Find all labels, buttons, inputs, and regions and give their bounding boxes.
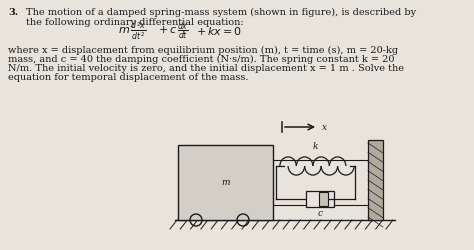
Text: k: k: [313, 142, 318, 152]
Bar: [178, 145, 273, 220]
Text: x: x: [322, 122, 327, 132]
Text: equation for temporal displacement of the mass.: equation for temporal displacement of th…: [8, 73, 248, 82]
Text: the following ordinary differential equation:: the following ordinary differential equa…: [26, 18, 244, 27]
Text: N/m. The initial velocity is zero, and the initial displacement x = 1 m . Solve : N/m. The initial velocity is zero, and t…: [8, 64, 404, 73]
Text: m: m: [221, 178, 230, 187]
Text: mass, and c = 40 the damping coefficient (N·s/m). The spring constant k = 20: mass, and c = 40 the damping coefficient…: [8, 55, 394, 64]
Text: $m\,\frac{d^2x}{dt^2}$: $m\,\frac{d^2x}{dt^2}$: [118, 20, 146, 42]
Text: The motion of a damped spring-mass system (shown in figure), is described by: The motion of a damped spring-mass syste…: [26, 8, 416, 17]
Text: c: c: [318, 209, 323, 218]
Text: $+ \,kx = 0$: $+ \,kx = 0$: [196, 25, 242, 37]
Text: $+ \,c\,\frac{dx}{dt}$: $+ \,c\,\frac{dx}{dt}$: [158, 20, 189, 42]
Bar: [368, 140, 383, 220]
Text: where x = displacement from equilibrium position (m), t = time (s), m = 20-kg: where x = displacement from equilibrium …: [8, 46, 398, 55]
Bar: [306, 191, 334, 207]
Text: 3.: 3.: [8, 8, 18, 17]
Bar: [319, 192, 328, 206]
Bar: [170, 95, 390, 230]
